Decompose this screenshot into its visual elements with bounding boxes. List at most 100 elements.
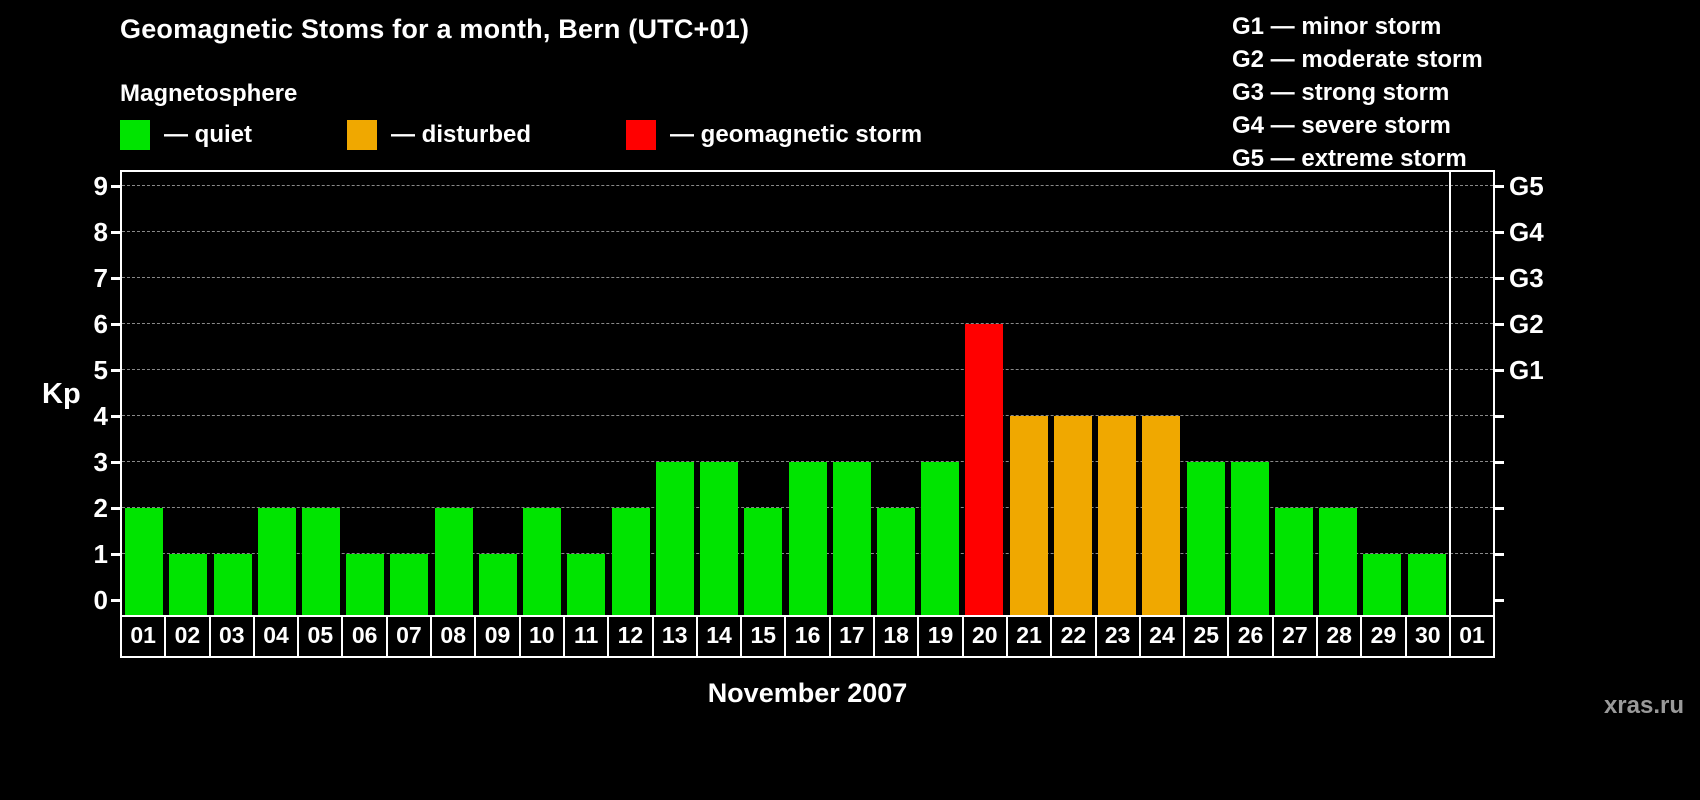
- x-tick-label-8-day-09: 09: [476, 617, 521, 656]
- bar-day-06: [346, 554, 385, 615]
- bar-day-07: [390, 554, 429, 615]
- bar-day-25: [1186, 462, 1225, 615]
- y-tick-mark-right-6: [1495, 323, 1504, 326]
- bar-day-28: [1319, 508, 1358, 615]
- y-tick-label-7: 7: [93, 263, 108, 293]
- y-tick-label-1: 1: [93, 539, 108, 569]
- x-tick-label-29-day-30: 30: [1407, 617, 1451, 656]
- bar-day-30: [1407, 554, 1446, 615]
- right-axis-label-g5: G5: [1509, 171, 1544, 201]
- bar-day-17: [832, 462, 871, 615]
- y-tick-mark-right-0: [1495, 599, 1504, 602]
- x-tick-label-3-day-04: 04: [255, 617, 300, 656]
- bar-day-14: [700, 462, 739, 615]
- x-tick-label-12-day-13: 13: [654, 617, 698, 656]
- bar-day-18: [876, 508, 915, 615]
- x-tick-label-1-day-02: 02: [166, 617, 211, 656]
- y-tick-label-5: 5: [93, 355, 108, 385]
- x-tick-label-26-day-27: 27: [1274, 617, 1319, 656]
- storm-scale-legend: G1 — minor storm G2 — moderate storm G3 — …: [1232, 10, 1483, 175]
- x-tick-label-20-day-21: 21: [1008, 617, 1053, 656]
- y-tick-mark-left-1: [111, 553, 120, 556]
- legend-item-disturbed: — disturbed: [347, 120, 531, 150]
- y-tick-mark-left-8: [111, 231, 120, 234]
- x-tick-label-17-day-18: 18: [875, 617, 920, 656]
- bar-day-22: [1053, 416, 1092, 615]
- y-tick-mark-left-3: [111, 461, 120, 464]
- bar-day-05: [302, 508, 341, 615]
- x-tick-label-18-day-19: 19: [919, 617, 964, 656]
- y-tick-mark-right-2: [1495, 507, 1504, 510]
- y-tick-mark-right-9: [1495, 185, 1504, 188]
- legend-swatch-storm: [626, 120, 657, 150]
- watermark: xras.ru: [1603, 692, 1684, 719]
- bar-day-03: [213, 554, 252, 615]
- y-tick-mark-right-5: [1495, 369, 1504, 372]
- bar-day-29: [1363, 554, 1402, 615]
- x-tick-label-24-day-25: 25: [1185, 617, 1230, 656]
- y-tick-label-3: 3: [93, 447, 108, 477]
- gridline-kp-3: [122, 461, 1493, 462]
- x-tick-label-5-day-06: 06: [343, 617, 388, 656]
- x-tick-label-11-day-12: 12: [609, 617, 654, 656]
- y-tick-mark-left-7: [111, 277, 120, 280]
- bar-day-13: [655, 462, 694, 615]
- x-tick-label-13-day-14: 14: [698, 617, 743, 656]
- bar-day-21: [1009, 416, 1048, 615]
- right-axis-label-g4: G4: [1509, 217, 1544, 247]
- legend-swatch-disturbed: [347, 120, 377, 150]
- y-tick-label-4: 4: [93, 401, 108, 431]
- x-tick-label-10-day-11: 11: [565, 617, 610, 656]
- storm-scale-item-g3: G3 — strong storm: [1232, 79, 1450, 106]
- gridline-kp-9: [122, 185, 1493, 186]
- y-tick-mark-left-4: [111, 415, 120, 418]
- x-tick-label-21-day-22: 22: [1052, 617, 1097, 656]
- x-tick-label-7-day-08: 08: [432, 617, 477, 656]
- x-tick-label-2-day-03: 03: [211, 617, 255, 656]
- storm-scale-item-g5: G5 — extreme storm: [1232, 145, 1467, 172]
- y-tick-mark-right-3: [1495, 461, 1504, 464]
- gridline-kp-6: [122, 323, 1493, 324]
- y-axis-title: Kp: [42, 378, 81, 410]
- storm-scale-item-g4: G4 — severe storm: [1232, 112, 1451, 139]
- y-tick-mark-left-2: [111, 507, 120, 510]
- legend-label-quiet: — quiet: [164, 121, 252, 148]
- legend-item-storm: — geomagnetic storm: [626, 120, 922, 150]
- legend-item-quiet: — quiet: [120, 120, 252, 150]
- bar-day-11: [567, 554, 606, 615]
- bar-day-27: [1274, 508, 1313, 615]
- y-tick-mark-right-4: [1495, 415, 1504, 418]
- x-tick-label-15-day-16: 16: [786, 617, 831, 656]
- bar-day-24: [1142, 416, 1181, 615]
- bar-day-15: [744, 508, 783, 615]
- gridline-kp-7: [122, 277, 1493, 278]
- bar-day-01: [125, 508, 164, 615]
- magnetosphere-legend: — quiet — disturbed — geomagnetic storm: [120, 120, 922, 150]
- x-tick-label-30-day-01: 01: [1459, 622, 1485, 648]
- x-tick-label-0-day-01: 01: [122, 617, 167, 656]
- y-tick-label-6: 6: [93, 309, 108, 339]
- x-tick-label-6-day-07: 07: [388, 617, 433, 656]
- x-tick-label-9-day-10: 10: [521, 617, 565, 656]
- right-axis-label-g1: G1: [1509, 355, 1544, 385]
- y-tick-mark-left-5: [111, 369, 120, 372]
- bar-day-26: [1230, 462, 1269, 615]
- y-tick-mark-left-9: [111, 185, 120, 188]
- storm-scale-item-g1: G1 — minor storm: [1232, 13, 1442, 40]
- bar-day-23: [1098, 416, 1137, 615]
- y-tick-label-8: 8: [93, 217, 108, 247]
- x-tick-label-27-day-28: 28: [1318, 617, 1363, 656]
- legend-label-storm: — geomagnetic storm: [670, 121, 923, 148]
- y-tick-label-0: 0: [93, 585, 108, 615]
- storm-scale-item-g2: G2 — moderate storm: [1232, 46, 1483, 73]
- gridline-kp-4: [122, 415, 1493, 416]
- bar-day-19: [921, 462, 960, 615]
- x-tick-label-23-day-24: 24: [1141, 617, 1186, 656]
- x-tick-label-25-day-26: 26: [1229, 617, 1274, 656]
- y-tick-mark-left-6: [111, 323, 120, 326]
- legend-swatch-quiet: [120, 120, 150, 150]
- bar-day-08: [434, 508, 473, 615]
- legend-label-disturbed: — disturbed: [391, 121, 532, 148]
- bar-day-16: [788, 462, 827, 615]
- y-tick-mark-right-8: [1495, 231, 1504, 234]
